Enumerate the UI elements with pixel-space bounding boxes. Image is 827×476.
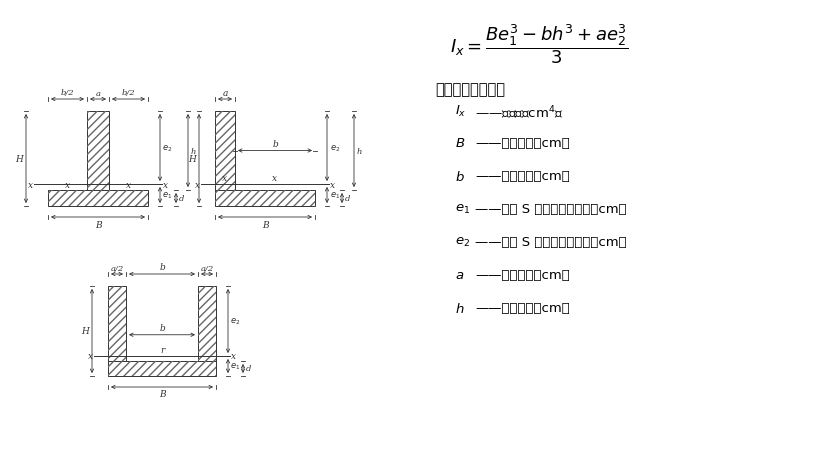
Text: h: h — [190, 147, 196, 155]
Bar — [215, 112, 235, 190]
Text: b: b — [272, 140, 278, 149]
Text: a: a — [95, 89, 101, 97]
Text: d: d — [246, 365, 251, 373]
Text: ——如图所示（cm）: ——如图所示（cm） — [475, 169, 570, 183]
Text: a: a — [222, 89, 227, 97]
Bar — [108, 361, 216, 376]
Text: B: B — [94, 220, 102, 229]
Text: x: x — [195, 180, 200, 189]
Text: h: h — [356, 147, 362, 155]
Bar — [215, 112, 235, 190]
Text: H: H — [16, 155, 23, 164]
Text: b: b — [159, 324, 165, 333]
Text: $e_1$: $e_1$ — [231, 361, 241, 371]
Text: x: x — [65, 180, 70, 189]
Text: $e_1$: $e_1$ — [455, 203, 471, 216]
Text: $e_2$: $e_2$ — [329, 143, 340, 153]
Text: ——重心 S 到相应边的距离（cm）: ——重心 S 到相应边的距离（cm） — [475, 203, 627, 216]
Bar — [198, 287, 216, 361]
Bar — [87, 112, 109, 190]
Bar — [48, 190, 148, 207]
Text: $e_2$: $e_2$ — [231, 316, 241, 327]
Text: b/2: b/2 — [122, 89, 136, 97]
Text: a/2: a/2 — [200, 264, 213, 272]
Text: $b$: $b$ — [455, 169, 465, 184]
Text: d: d — [179, 195, 184, 203]
Text: $e_2$: $e_2$ — [455, 236, 470, 248]
Text: x: x — [231, 352, 237, 361]
Text: $h$: $h$ — [455, 301, 465, 315]
Text: ——如图所示（cm）: ——如图所示（cm） — [475, 268, 570, 281]
Text: ——如图所示（cm）: ——如图所示（cm） — [475, 301, 570, 314]
Bar — [215, 190, 315, 207]
Text: ——惯性矩（cm$^4$）: ——惯性矩（cm$^4$） — [475, 104, 563, 120]
Text: b/2: b/2 — [60, 89, 74, 97]
Text: 符号意义及单位：: 符号意义及单位： — [435, 82, 505, 97]
Bar — [108, 287, 126, 361]
Text: ——重心 S 到相应边的距离（cm）: ——重心 S 到相应边的距离（cm） — [475, 236, 627, 248]
Text: x: x — [126, 180, 131, 189]
Text: H: H — [189, 155, 197, 164]
Text: x: x — [163, 180, 168, 189]
Text: r: r — [160, 345, 164, 354]
Text: x: x — [28, 180, 33, 189]
Text: $I_x$: $I_x$ — [455, 104, 466, 119]
Text: $a$: $a$ — [455, 268, 464, 281]
Bar — [87, 112, 109, 190]
Text: $e_1$: $e_1$ — [329, 190, 340, 201]
Text: x: x — [88, 352, 93, 361]
Text: B: B — [159, 390, 165, 399]
Text: x: x — [330, 180, 335, 189]
Text: ——如图所示（cm）: ——如图所示（cm） — [475, 137, 570, 149]
Text: d: d — [345, 195, 350, 203]
Text: H: H — [82, 327, 89, 336]
Text: x: x — [222, 174, 227, 183]
Bar — [48, 190, 148, 207]
Text: B: B — [261, 220, 268, 229]
Text: $I_x = \dfrac{Be_1^3 - bh^3 + ae_2^3}{3}$: $I_x = \dfrac{Be_1^3 - bh^3 + ae_2^3}{3}… — [450, 22, 629, 66]
Bar — [108, 361, 216, 376]
Bar — [198, 287, 216, 361]
Text: $B$: $B$ — [455, 137, 466, 149]
Bar — [215, 190, 315, 207]
Text: $e_2$: $e_2$ — [162, 143, 173, 153]
Text: $e_1$: $e_1$ — [162, 190, 173, 201]
Text: a/2: a/2 — [110, 264, 123, 272]
Text: x: x — [272, 174, 278, 183]
Bar — [108, 287, 126, 361]
Text: b: b — [159, 263, 165, 272]
